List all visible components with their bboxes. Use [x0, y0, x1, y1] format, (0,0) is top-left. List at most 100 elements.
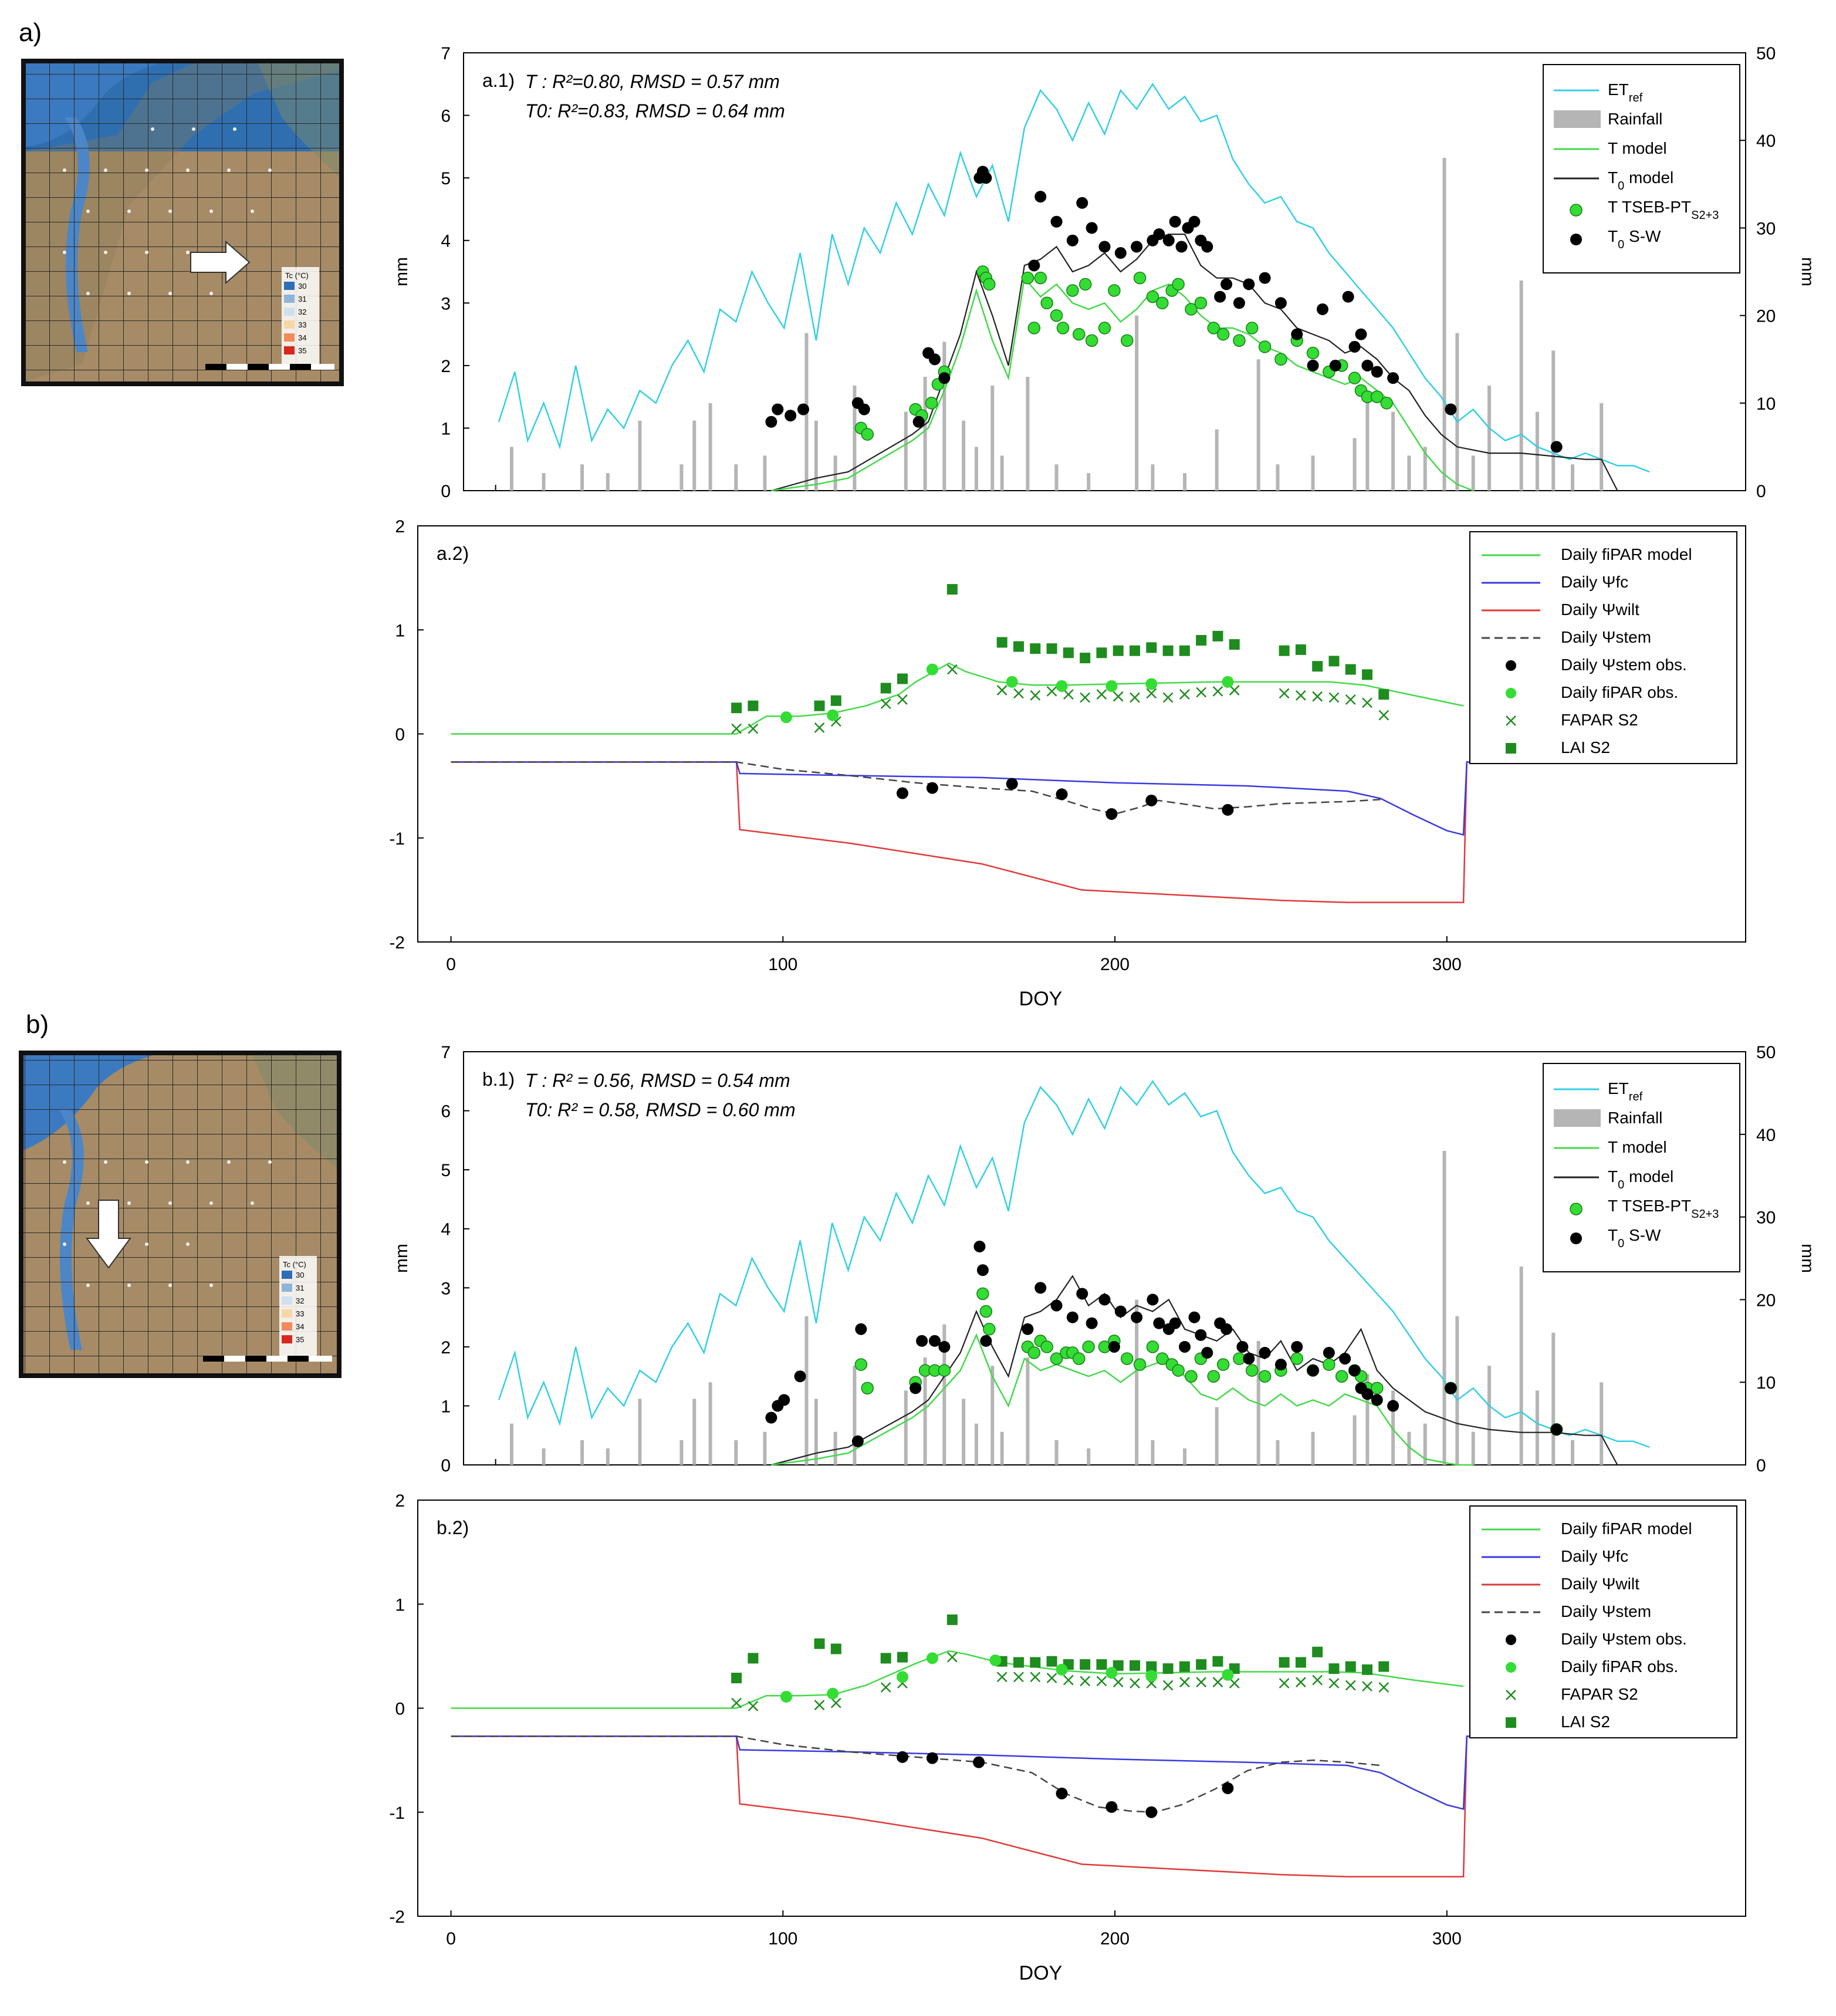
- fapar-s2-point: [1162, 1680, 1174, 1691]
- y2-tick-label: 50: [1756, 1043, 1776, 1062]
- y-tick-label: 1: [441, 419, 451, 438]
- t-tseb-point: [925, 397, 938, 410]
- fipar-obs-point: [1105, 680, 1118, 692]
- fapar-s2-point: [1113, 691, 1124, 702]
- rainfall-bar: [1215, 1407, 1219, 1465]
- rainfall-bar: [1519, 280, 1523, 491]
- rainfall-bar: [1311, 455, 1315, 491]
- fapar-s2-point: [1196, 1677, 1207, 1688]
- t0-sw-point: [938, 372, 951, 384]
- y2-tick-label: 10: [1756, 1373, 1776, 1393]
- rainfall-bar: [975, 447, 978, 491]
- rainfall-bar: [708, 1382, 712, 1465]
- t0-sw-point: [1243, 1352, 1255, 1365]
- chart-b2: b.2) -2 -1 0 1 2 0 100 200 300 DOY Daily fiPAR mode…: [389, 1491, 1746, 1984]
- rainfall-bar: [580, 464, 584, 491]
- rainfall-bar: [942, 342, 946, 491]
- fipar-obs-point: [1145, 678, 1158, 690]
- fapar-s2-point: [1013, 1671, 1024, 1683]
- y-tick-label: 1: [441, 1397, 451, 1416]
- rainfall-bar: [734, 464, 738, 491]
- y-tick-label: 2: [395, 517, 405, 536]
- t-tseb-point: [1290, 1352, 1303, 1365]
- fapar-s2-point: [1130, 692, 1140, 703]
- fipar-obs-point: [1222, 1669, 1234, 1681]
- stat-t0: T0: R²=0.83, RMSD = 0.64 mm: [525, 100, 785, 121]
- t0-sw-point: [1034, 1282, 1047, 1294]
- plot-frame: [463, 52, 1746, 491]
- fapar-s2-point: [946, 1652, 958, 1663]
- rainfall-bar: [1487, 385, 1491, 491]
- t0-sw-point: [1114, 1305, 1127, 1318]
- t-tseb-point: [1073, 327, 1086, 341]
- t0-sw-point: [1076, 1288, 1088, 1300]
- t-tseb-point: [1207, 1370, 1220, 1383]
- map-a: Tc (°C) 30 31 32 33 34 35: [21, 59, 344, 386]
- y2-tick-label: 40: [1756, 131, 1776, 151]
- psi-stem-obs-point: [1006, 778, 1018, 790]
- t0-sw-point: [1323, 1346, 1335, 1359]
- t-tseb-point: [1082, 1340, 1095, 1353]
- rainfall-bar: [1000, 1431, 1004, 1465]
- t0-sw-point: [1086, 1317, 1098, 1329]
- map-legend-value: 31: [298, 295, 306, 303]
- t0-sw-point: [851, 1435, 864, 1447]
- legend-label: Daily Ψwilt: [1561, 1575, 1639, 1593]
- t0-sw-point: [765, 1411, 777, 1424]
- rainfall-bar: [692, 420, 696, 491]
- t-tseb-point: [1335, 1370, 1348, 1383]
- rainfall-bar: [1487, 1366, 1491, 1465]
- lai-s2-point: [1312, 661, 1323, 672]
- legend-t-model-label: T model: [1608, 1138, 1667, 1156]
- t0-sw-point: [1243, 278, 1255, 291]
- lai-s2-point: [1312, 1646, 1323, 1657]
- t-tseb-point: [979, 1305, 993, 1318]
- t-tseb-point: [1073, 1352, 1086, 1365]
- t-tseb-point: [1194, 296, 1208, 310]
- rainfall-bar: [923, 1357, 927, 1465]
- fapar-s2-point: [731, 723, 742, 734]
- t-tseb-point: [1306, 346, 1320, 360]
- plot-label: a.2): [437, 543, 469, 564]
- x-tick-label: 300: [1432, 1929, 1462, 1949]
- lai-s2-point: [814, 700, 825, 711]
- rainfall-bar: [734, 1440, 738, 1465]
- rainfall-bar: [692, 1399, 696, 1465]
- rainfall-bar: [1311, 1431, 1315, 1465]
- fapar-s2-point: [1279, 1678, 1290, 1689]
- y2-tick-label: 30: [1756, 1208, 1776, 1228]
- psi-stem-obs-point: [1145, 794, 1158, 806]
- rainfall-bar: [1276, 464, 1280, 491]
- t-tseb-point: [1380, 397, 1393, 410]
- legend-label: Daily Ψfc: [1561, 573, 1628, 591]
- lai-s2-point: [1279, 645, 1290, 656]
- rainfall-bar: [638, 420, 642, 491]
- t0-sw-point: [1066, 234, 1078, 246]
- rainfall-bar: [1276, 1440, 1280, 1465]
- psi-stem-obs-point: [1222, 1782, 1234, 1794]
- map-b: Tc (°C) 30 31 32 33 34 35: [19, 1051, 341, 1378]
- y2-axis-label: mm: [1798, 257, 1817, 286]
- lai-s2-point: [731, 703, 742, 714]
- rainfall-bar: [853, 1366, 857, 1465]
- fapar-s2-point: [1296, 1677, 1306, 1688]
- stat-t: T : R² = 0.56, RMSD = 0.54 mm: [525, 1070, 790, 1091]
- t-tseb-point: [1172, 1364, 1185, 1377]
- panel-label-a: a): [19, 18, 42, 47]
- y2-tick-label: 20: [1756, 307, 1776, 326]
- t-tseb-point: [1120, 1352, 1134, 1365]
- y-tick-label: -2: [389, 933, 405, 953]
- fipar-obs-point: [989, 1654, 1002, 1666]
- t-tseb-point: [1040, 1340, 1053, 1353]
- t0-sw-point: [916, 1335, 928, 1347]
- t0-sw-point: [1050, 215, 1063, 228]
- y-tick-label: 7: [441, 1043, 451, 1062]
- legend-fipar-obs-marker: [1506, 688, 1516, 698]
- lai-s2-point: [946, 1614, 958, 1625]
- lai-s2-point: [1013, 1657, 1024, 1668]
- fipar-obs-point: [827, 1687, 839, 1700]
- lai-s2-point: [830, 1643, 841, 1654]
- lai-s2-point: [1378, 1661, 1389, 1672]
- fapar-s2-point: [880, 1682, 891, 1693]
- t0-sw-point: [1188, 215, 1201, 228]
